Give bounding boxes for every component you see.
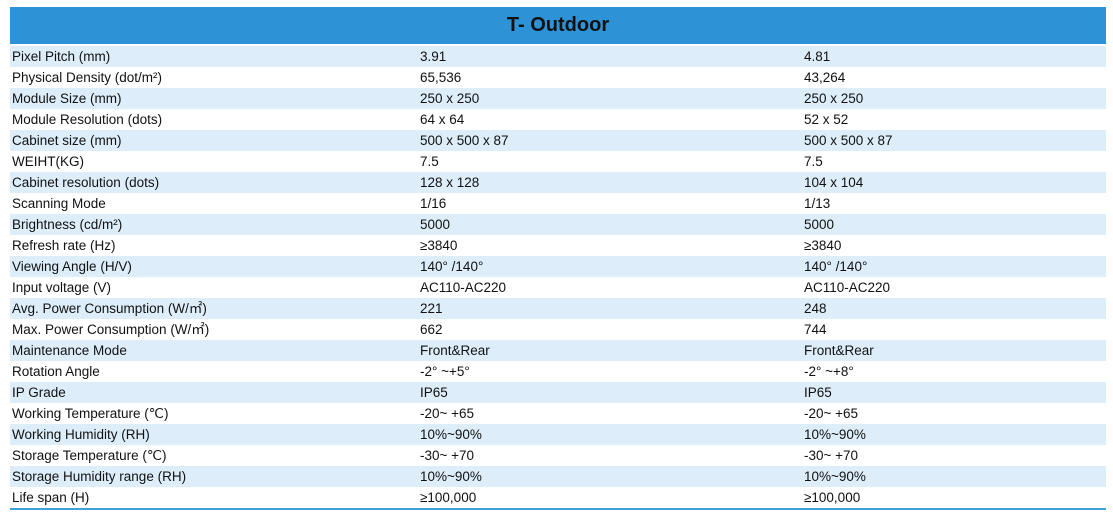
spec-value-b: 52 x 52 (802, 109, 1107, 130)
spec-value-a: IP65 (418, 382, 802, 403)
spec-value-a: 662 (418, 319, 802, 340)
spec-value-b: 1/13 (802, 193, 1107, 214)
spec-value-a: 250 x 250 (418, 88, 802, 109)
spec-value-b: -20~ +65 (802, 403, 1107, 424)
spec-label: Module Resolution (dots) (10, 109, 418, 130)
table-row: Cabinet resolution (dots) 128 x 128 104 x … (10, 172, 1107, 193)
spec-value-b: 744 (802, 319, 1107, 340)
spec-label: Rotation Angle (10, 361, 418, 382)
title-row: T- Outdoor (10, 7, 1107, 46)
spec-value-a: AC110-AC220 (418, 277, 802, 298)
table-row: Avg. Power Consumption (W/㎡) 221 248 (10, 298, 1107, 319)
spec-label: Viewing Angle (H/V) (10, 256, 418, 277)
table-row: Pixel Pitch (mm) 3.91 4.81 (10, 45, 1107, 67)
spec-label: Storage Temperature (℃) (10, 445, 418, 466)
spec-value-b: -2° ~+8° (802, 361, 1107, 382)
spec-value-b: 5000 (802, 214, 1107, 235)
spec-label: Working Humidity (RH) (10, 424, 418, 445)
spec-value-a: 500 x 500 x 87 (418, 130, 802, 151)
spec-value-b: 10%~90% (802, 466, 1107, 487)
spec-value-a: 65,536 (418, 67, 802, 88)
spec-value-a: -30~ +70 (418, 445, 802, 466)
table-row: Module Size (mm) 250 x 250 250 x 250 (10, 88, 1107, 109)
spec-value-a: -2° ~+5° (418, 361, 802, 382)
spec-label: Module Size (mm) (10, 88, 418, 109)
table-row: Max. Power Consumption (W/㎡) 662 744 (10, 319, 1107, 340)
spec-value-b: 250 x 250 (802, 88, 1107, 109)
table-row: Brightness (cd/m²) 5000 5000 (10, 214, 1107, 235)
spec-label: Max. Power Consumption (W/㎡) (10, 319, 418, 340)
spec-value-b: ≥100,000 (802, 487, 1107, 510)
spec-value-b: 104 x 104 (802, 172, 1107, 193)
spec-value-b: 7.5 (802, 151, 1107, 172)
spec-value-b: Front&Rear (802, 340, 1107, 361)
spec-value-a: 10%~90% (418, 466, 802, 487)
spec-value-b: IP65 (802, 382, 1107, 403)
spec-label: Scanning Mode (10, 193, 418, 214)
table-row: IP Grade IP65 IP65 (10, 382, 1107, 403)
table-row: Cabinet size (mm) 500 x 500 x 87 500 x 500… (10, 130, 1107, 151)
spec-label: Brightness (cd/m²) (10, 214, 418, 235)
table-row: Input voltage (V) AC110-AC220 AC110-AC220 (10, 277, 1107, 298)
table-row: Rotation Angle -2° ~+5° -2° ~+8° (10, 361, 1107, 382)
spec-value-a: 7.5 (418, 151, 802, 172)
spec-label: IP Grade (10, 382, 418, 403)
spec-value-b: 140° /140° (802, 256, 1107, 277)
spec-value-a: ≥3840 (418, 235, 802, 256)
spec-value-a: 140° /140° (418, 256, 802, 277)
spec-label: Avg. Power Consumption (W/㎡) (10, 298, 418, 319)
spec-value-a: 221 (418, 298, 802, 319)
spec-label: Physical Density (dot/m²) (10, 67, 418, 88)
spec-label: Storage Humidity range (RH) (10, 466, 418, 487)
table-row: Scanning Mode 1/16 1/13 (10, 193, 1107, 214)
table-title: T- Outdoor (10, 7, 1107, 46)
spec-value-b: 248 (802, 298, 1107, 319)
spec-value-b: 4.81 (802, 45, 1107, 67)
table-row: Physical Density (dot/m²) 65,536 43,264 (10, 67, 1107, 88)
spec-value-a: 1/16 (418, 193, 802, 214)
table-row: Storage Humidity range (RH) 10%~90% 10%~90… (10, 466, 1107, 487)
spec-value-b: AC110-AC220 (802, 277, 1107, 298)
spec-label: Cabinet size (mm) (10, 130, 418, 151)
spec-value-b: 500 x 500 x 87 (802, 130, 1107, 151)
spec-label: Refresh rate (Hz) (10, 235, 418, 256)
spec-value-a: 3.91 (418, 45, 802, 67)
table-row: Module Resolution (dots) 64 x 64 52 x 52 (10, 109, 1107, 130)
spec-label: Pixel Pitch (mm) (10, 45, 418, 67)
spec-label: Life span (H) (10, 487, 418, 510)
spec-table: T- Outdoor Pixel Pitch (mm) 3.91 4.81 Physi… (10, 7, 1107, 510)
spec-value-b: 10%~90% (802, 424, 1107, 445)
spec-value-b: -30~ +70 (802, 445, 1107, 466)
table-row: Maintenance Mode Front&Rear Front&Rear (10, 340, 1107, 361)
spec-value-a: Front&Rear (418, 340, 802, 361)
table-row: Life span (H) ≥100,000 ≥100,000 (10, 487, 1107, 510)
table-row: Working Humidity (RH) 10%~90% 10%~90% (10, 424, 1107, 445)
table-row: Refresh rate (Hz) ≥3840 ≥3840 (10, 235, 1107, 256)
spec-body: Pixel Pitch (mm) 3.91 4.81 Physical Density… (10, 45, 1107, 510)
spec-label: WEIHT(KG) (10, 151, 418, 172)
spec-label: Working Temperature (℃) (10, 403, 418, 424)
spec-value-b: 43,264 (802, 67, 1107, 88)
spec-label: Cabinet resolution (dots) (10, 172, 418, 193)
spec-label: Maintenance Mode (10, 340, 418, 361)
spec-value-a: 10%~90% (418, 424, 802, 445)
spec-value-a: 64 x 64 (418, 109, 802, 130)
table-row: WEIHT(KG) 7.5 7.5 (10, 151, 1107, 172)
table-row: Storage Temperature (℃) -30~ +70 -30~ +70 (10, 445, 1107, 466)
spec-value-a: ≥100,000 (418, 487, 802, 510)
table-row: Viewing Angle (H/V) 140° /140° 140° /140° (10, 256, 1107, 277)
spec-value-a: -20~ +65 (418, 403, 802, 424)
spec-label: Input voltage (V) (10, 277, 418, 298)
table-row: Working Temperature (℃) -20~ +65 -20~ +65 (10, 403, 1107, 424)
spec-value-a: 128 x 128 (418, 172, 802, 193)
spec-value-b: ≥3840 (802, 235, 1107, 256)
spec-value-a: 5000 (418, 214, 802, 235)
